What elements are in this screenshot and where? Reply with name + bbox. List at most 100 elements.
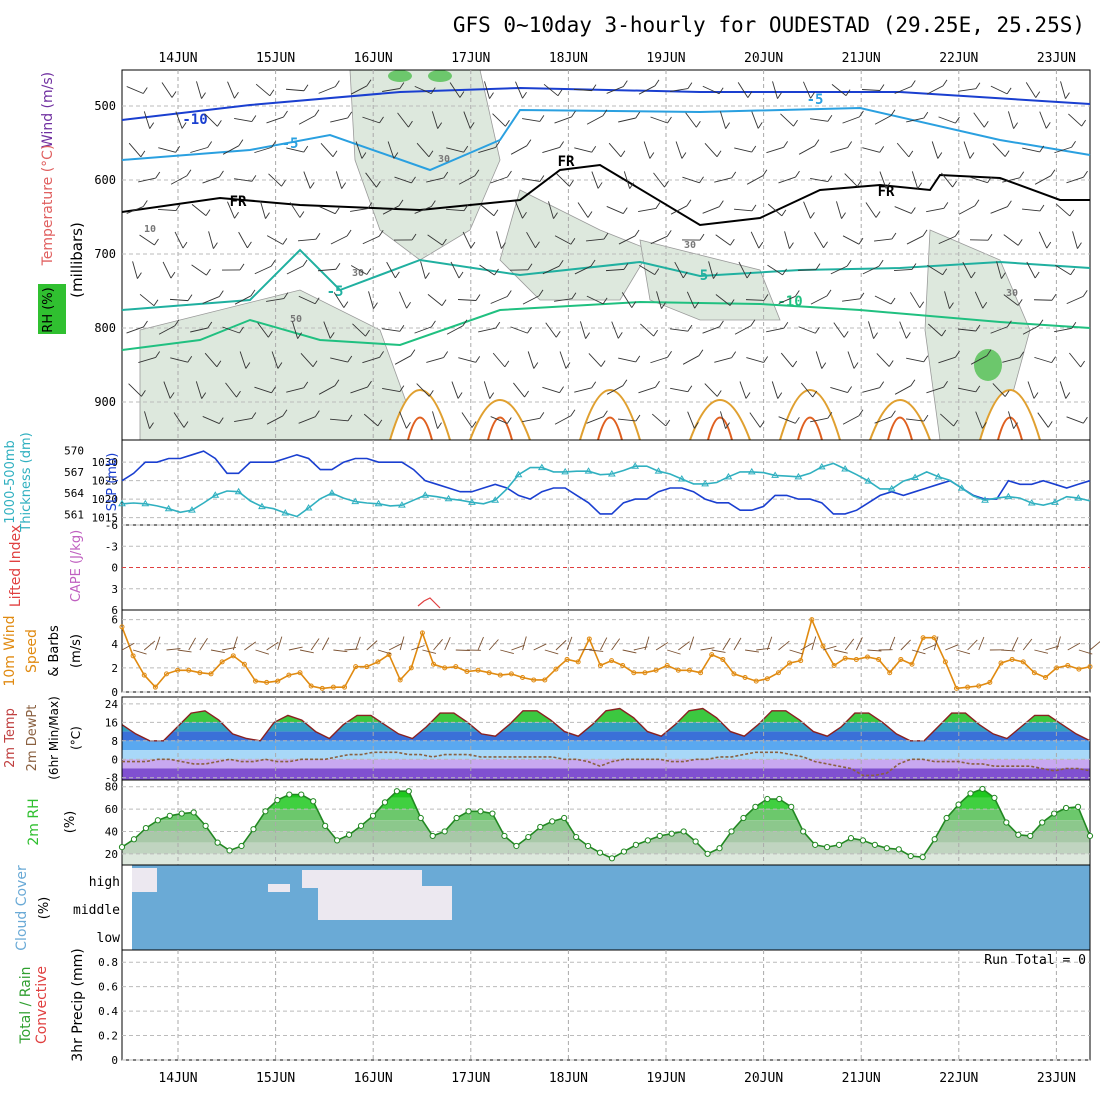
wind-barb <box>496 231 502 249</box>
warm-contour <box>707 416 733 441</box>
wind-barb <box>478 146 496 154</box>
rh-marker <box>310 798 317 805</box>
wind-barb <box>162 261 172 279</box>
wind-barb-flag <box>859 110 864 118</box>
wind-barb-flag <box>1039 204 1045 212</box>
date-label-bottom: 21JUN <box>842 1071 881 1086</box>
wind-barb <box>350 386 368 394</box>
wind-barb-flag <box>983 121 989 128</box>
warm-contour <box>869 399 931 441</box>
wind-barb <box>862 265 880 275</box>
wind10-barb <box>1078 649 1093 655</box>
wind-barb <box>715 234 731 246</box>
wind-barb-flag <box>890 109 896 116</box>
wind-barb-flag <box>187 294 193 301</box>
wind10-marker <box>620 662 626 668</box>
wind-barb <box>702 85 720 95</box>
wind-barb-flag <box>457 392 463 399</box>
wind-barb-flag <box>410 349 416 356</box>
wind-barb-flag <box>171 91 177 98</box>
wind-barb <box>513 382 525 398</box>
wind-barb-flag <box>847 141 853 148</box>
wind-barb <box>298 416 316 424</box>
wind10-barb <box>411 645 425 651</box>
wind-barb <box>257 322 269 338</box>
wind-barb-flag <box>716 390 722 397</box>
wind10-marker <box>419 630 425 636</box>
wind-barb-flag <box>759 421 765 428</box>
wind-barb-flag <box>281 179 286 187</box>
wind-barb <box>362 235 380 245</box>
wind10-marker <box>130 653 136 659</box>
wind-barb <box>682 355 700 365</box>
rh-marker <box>118 844 126 851</box>
wind-barb-flag <box>1034 271 1040 279</box>
temp-tick-label: 24 <box>105 698 119 711</box>
wind-barb-flag <box>181 122 187 129</box>
wind-barb <box>1033 299 1053 301</box>
wind-barb <box>427 294 443 306</box>
rh-marker <box>776 795 783 803</box>
cloud-axis-label: Cloud Cover <box>14 865 30 951</box>
wind-barb <box>446 325 464 335</box>
wind-barb <box>586 416 604 424</box>
wind-barb <box>911 171 919 189</box>
wind-barb <box>605 268 625 272</box>
temp-axis-label-1: 2m Temp <box>3 708 18 768</box>
wind-barb-flag <box>1007 200 1012 207</box>
wind10-barb <box>1000 649 1015 652</box>
wind-barb-flag <box>942 79 948 87</box>
wind10-marker <box>364 664 370 670</box>
wind-barb <box>906 117 924 123</box>
rh-marker <box>573 833 580 841</box>
wind-barb <box>330 117 348 123</box>
wind-barb-flag <box>591 84 597 91</box>
wind-barb <box>397 112 409 128</box>
wind10-marker <box>319 685 325 691</box>
wind-barb <box>778 416 796 424</box>
wind-barb <box>926 386 944 394</box>
wind-barb <box>958 205 976 215</box>
wind10-axis-label-3: & Barbs <box>47 625 62 677</box>
wind10-barb <box>1089 641 1100 651</box>
precip-tick-label: 0.4 <box>98 1005 118 1018</box>
wind-barb-flag <box>1004 390 1010 397</box>
wind-barb <box>1007 111 1015 129</box>
wind-barb-flag <box>587 211 593 218</box>
rh-marker <box>441 828 448 835</box>
rh-marker <box>142 824 150 832</box>
wind-barb-flag <box>1051 356 1056 363</box>
wind-barb <box>963 141 971 159</box>
wind-barb-flag <box>845 89 851 96</box>
cloud-level-label: high <box>89 875 120 890</box>
wind-barb-flag <box>373 302 378 309</box>
wind-barb <box>266 235 284 245</box>
wind-barb-flag <box>441 299 447 306</box>
wind-barb <box>190 327 208 333</box>
wind-barb-flag <box>777 392 783 399</box>
wind-barb <box>478 327 496 333</box>
wind-barb <box>526 231 536 249</box>
wind10-axis-label-2: Speed <box>24 629 40 673</box>
wind-barb-flag <box>347 414 353 422</box>
wind-barb <box>317 268 337 272</box>
thickness-marker <box>1004 492 1013 500</box>
wind-barb <box>906 235 924 245</box>
wind-barb <box>222 326 240 334</box>
wind-barb-flag <box>501 242 506 249</box>
wind-barb <box>606 86 624 94</box>
rh-marker <box>334 837 341 844</box>
wind10-marker <box>876 656 882 662</box>
wind-barb <box>139 234 155 246</box>
wind-barb <box>394 355 412 365</box>
wind-barb <box>479 264 495 276</box>
wind-barb-flag <box>910 207 916 214</box>
wind10-marker <box>542 677 548 683</box>
wind-barb-flag <box>411 233 417 241</box>
rh-shade-high <box>388 70 412 82</box>
wind-barb <box>574 265 592 275</box>
wind-barb <box>382 205 400 215</box>
wind-barb <box>382 387 400 393</box>
wind-barb-flag <box>428 150 434 158</box>
wind10-marker <box>453 664 459 670</box>
